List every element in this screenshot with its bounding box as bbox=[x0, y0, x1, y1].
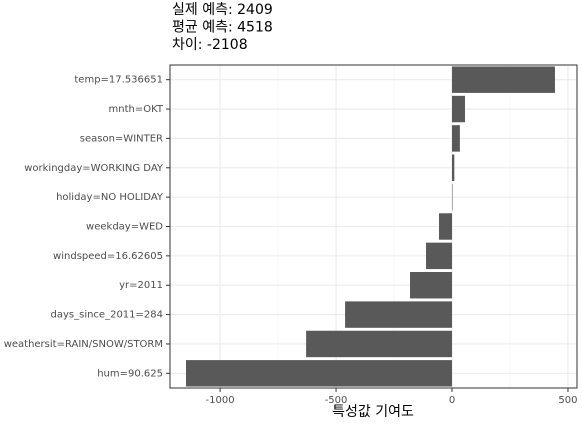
x-tick-label: -500 bbox=[325, 395, 348, 406]
y-tick-label: hum=90.625 bbox=[97, 368, 163, 379]
panel-border bbox=[169, 64, 578, 389]
y-tick-label: workingday=WORKING DAY bbox=[24, 163, 164, 174]
bar bbox=[452, 125, 460, 152]
bar bbox=[306, 330, 453, 358]
title-line: 실제 예측: 2409 bbox=[172, 2, 273, 18]
y-tick-label: windspeed=16.62605 bbox=[53, 251, 163, 262]
bar bbox=[426, 242, 453, 270]
bar bbox=[439, 213, 453, 240]
x-axis-title: 특성값 기여도 bbox=[332, 404, 414, 420]
y-tick-label: mnth=OKT bbox=[109, 104, 164, 115]
y-tick-label: holiday=NO HOLIDAY bbox=[56, 192, 164, 203]
y-tick-label: weathersit=RAIN/SNOW/STORM bbox=[4, 339, 163, 350]
y-tick-label: yr=2011 bbox=[119, 280, 163, 291]
bar bbox=[452, 66, 555, 93]
bar bbox=[186, 360, 453, 387]
x-tick-label: 0 bbox=[449, 395, 455, 406]
bar bbox=[452, 95, 465, 123]
bar bbox=[345, 301, 453, 328]
y-tick-label: temp=17.536651 bbox=[74, 75, 163, 86]
bar bbox=[410, 272, 453, 299]
title-line: 평균 예측: 4518 bbox=[172, 20, 273, 36]
y-tick-label: days_since_2011=284 bbox=[51, 310, 164, 321]
x-tick-label: -1000 bbox=[206, 395, 235, 406]
bar bbox=[452, 154, 455, 181]
y-tick-label: weekday=WED bbox=[86, 222, 163, 233]
title-line: 차이: -2108 bbox=[172, 37, 248, 53]
y-tick-label: season=WINTER bbox=[80, 133, 163, 144]
x-tick-label: 500 bbox=[558, 395, 577, 406]
